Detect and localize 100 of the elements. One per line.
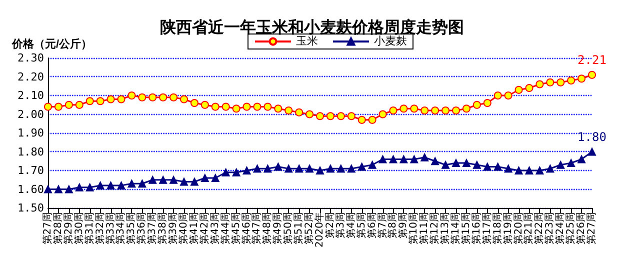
point [284, 106, 293, 114]
x-tick-label: 第32周 [94, 212, 106, 245]
x-tick-label: 第46周 [240, 212, 252, 245]
point [117, 95, 126, 104]
x-tick-label: 2020年 [314, 212, 326, 248]
x-tick-label: 第30周 [72, 212, 85, 245]
y-axis-title: 价格（元/公斤） [11, 38, 92, 50]
x-tick-label: 第43周 [208, 212, 221, 245]
point [96, 182, 104, 190]
x-tick-label: 第15周 [460, 212, 472, 245]
y-tick-label: 2.10 [18, 89, 44, 102]
point [442, 160, 450, 169]
point [159, 93, 168, 102]
x-tick-label: 第37周 [146, 212, 158, 245]
point [378, 110, 387, 118]
point [536, 166, 544, 174]
point [410, 155, 418, 164]
point [588, 70, 596, 79]
point [514, 166, 523, 174]
point [159, 176, 168, 184]
x-tick-label: 第33周 [104, 212, 116, 245]
x-tick-label: 第2周 [324, 212, 336, 238]
x-tick-label: 第12周 [428, 212, 441, 245]
data-label: 1.80 [578, 130, 606, 144]
point [128, 180, 136, 188]
point [472, 100, 481, 109]
point [222, 168, 230, 176]
point [86, 97, 94, 106]
point [295, 164, 304, 173]
point [400, 104, 408, 113]
point [316, 166, 324, 174]
point [525, 166, 534, 174]
point [556, 160, 565, 169]
point [242, 166, 251, 174]
point [44, 102, 52, 111]
point [431, 106, 440, 114]
point [410, 104, 418, 113]
point [138, 93, 146, 102]
point [316, 112, 324, 120]
y-tick-label: 1.50 [18, 202, 44, 214]
point [148, 176, 157, 184]
point [462, 159, 470, 167]
point [54, 102, 62, 111]
x-tick-label: 第38周 [156, 212, 169, 245]
x-tick-label: 第48周 [261, 212, 274, 245]
point [326, 112, 334, 120]
x-tick-label: 第40周 [178, 212, 190, 245]
x-tick-label: 第4周 [344, 212, 357, 238]
x-tick-label: 第42周 [198, 212, 210, 245]
point [588, 148, 596, 156]
x-tick-label: 第41周 [188, 212, 200, 245]
point [170, 176, 178, 184]
point [483, 162, 492, 171]
point [253, 102, 262, 111]
point [567, 76, 576, 84]
point [306, 164, 314, 173]
point [180, 178, 188, 186]
point [504, 92, 512, 100]
point [472, 160, 481, 169]
point [295, 108, 304, 116]
point [284, 164, 293, 173]
x-tick-label: 第19周 [502, 212, 514, 245]
y-tick-label: 1.60 [18, 182, 44, 196]
point [138, 180, 146, 188]
point [44, 185, 52, 194]
point [274, 162, 282, 171]
point [546, 78, 554, 86]
point [358, 162, 366, 171]
point [494, 92, 502, 100]
point [54, 185, 62, 194]
x-tick-label: 第9周 [397, 212, 410, 238]
point [556, 78, 565, 86]
point [190, 178, 198, 186]
point [222, 102, 230, 111]
x-tick-label: 第16周 [470, 212, 482, 245]
x-tick-label: 第31周 [83, 212, 96, 245]
point [106, 182, 115, 190]
x-tick-label: 第52周 [303, 212, 316, 245]
point [117, 182, 126, 190]
x-tick-label: 第28周 [52, 212, 64, 245]
point [128, 92, 136, 100]
point [86, 183, 94, 192]
x-tick-label: 第18周 [491, 212, 504, 245]
point [211, 174, 220, 182]
point [242, 102, 251, 111]
x-tick-label: 第29周 [62, 212, 74, 245]
x-tick-label: 第20周 [512, 212, 524, 245]
x-tick-label: 第24周 [554, 212, 566, 245]
point [431, 157, 440, 166]
x-tick-label: 第45周 [230, 212, 242, 245]
point [368, 160, 376, 169]
point [514, 86, 523, 94]
point [200, 100, 209, 109]
point [368, 116, 376, 124]
point [420, 106, 429, 114]
point [336, 112, 345, 120]
point [306, 110, 314, 118]
x-tick-label: 第44周 [219, 212, 232, 245]
point [211, 102, 220, 111]
point [525, 84, 534, 92]
